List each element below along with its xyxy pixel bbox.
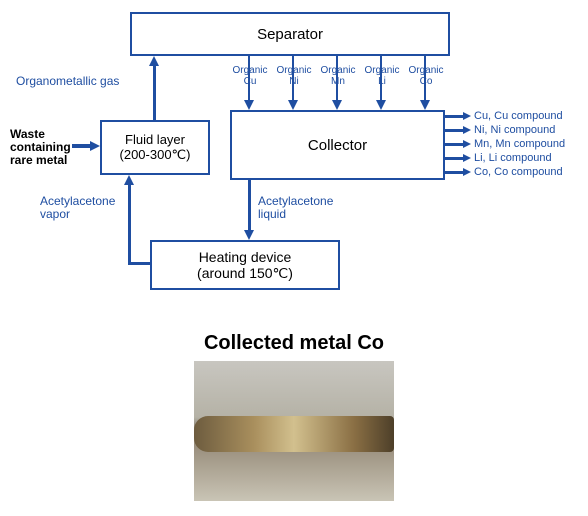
photo-title: Collected metal Co <box>10 332 578 355</box>
collector-output-arrow-line <box>445 129 463 132</box>
separator-output-label: OrganicLi <box>362 66 402 87</box>
separator-output-arrow-line <box>248 56 250 100</box>
separator-output-label: OrganicNi <box>274 66 314 87</box>
waste-l2: containing <box>10 140 71 154</box>
arrow-collector-to-heat-head <box>244 230 254 240</box>
arrow-waste-head <box>90 141 100 151</box>
acac-vapor-label: Acetylacetone vapor <box>40 195 115 221</box>
arrow-heat-to-fluid-h <box>128 262 150 265</box>
collector-box: Collector <box>230 110 445 180</box>
fluid-layer-l1: Fluid layer <box>125 132 185 147</box>
collector-output-label: Ni, Ni compound <box>474 124 555 136</box>
acac-vapor-l1: Acetylacetone <box>40 194 115 208</box>
separator-output-arrow-head <box>376 100 386 110</box>
separator-output-arrow-head <box>420 100 430 110</box>
arrow-heat-to-fluid-v <box>128 185 131 265</box>
arrow-waste-line <box>72 144 90 148</box>
arrow-fluid-to-separator-line <box>153 66 156 120</box>
acac-liquid-label: Acetylacetone liquid <box>258 195 333 221</box>
separator-output-arrow-line <box>292 56 294 100</box>
waste-l1: Waste <box>10 127 45 141</box>
waste-l3: rare metal <box>10 153 67 167</box>
fluid-layer-l2: (200-300℃) <box>120 147 191 163</box>
fluid-layer-box: Fluid layer (200-300℃) <box>100 120 210 175</box>
collected-metal-photo <box>194 361 394 501</box>
collector-title: Collector <box>308 137 367 154</box>
acac-vapor-l2: vapor <box>40 207 70 221</box>
collector-output-arrow-head <box>463 126 471 134</box>
collector-output-label: Mn, Mn compound <box>474 138 565 150</box>
separator-output-arrow-head <box>288 100 298 110</box>
collector-output-arrow-head <box>463 112 471 120</box>
collector-output-arrow-head <box>463 154 471 162</box>
collector-output-label: Co, Co compound <box>474 166 563 178</box>
separator-output-label: OrganicCo <box>406 66 446 87</box>
heating-box: Heating device (around 150℃) <box>150 240 340 290</box>
separator-output-arrow-head <box>332 100 342 110</box>
collector-output-arrow-line <box>445 143 463 146</box>
collector-output-arrow-line <box>445 157 463 160</box>
collector-output-label: Cu, Cu compound <box>474 110 563 122</box>
separator-output-arrow-line <box>336 56 338 100</box>
organometallic-gas-label: Organometallic gas <box>16 75 119 88</box>
acac-liq-l2: liquid <box>258 207 286 221</box>
separator-box: Separator <box>130 12 450 56</box>
collector-output-arrow-head <box>463 140 471 148</box>
heating-l2: (around 150℃) <box>197 265 293 282</box>
separator-title: Separator <box>257 26 323 43</box>
separator-output-label: OrganicCu <box>230 66 270 87</box>
collector-output-arrow-head <box>463 168 471 176</box>
collector-output-arrow-line <box>445 115 463 118</box>
separator-output-arrow-head <box>244 100 254 110</box>
acac-liq-l1: Acetylacetone <box>258 194 333 208</box>
heating-l1: Heating device <box>199 249 292 265</box>
process-flow-diagram: Separator Fluid layer (200-300℃) Collect… <box>10 10 578 320</box>
separator-output-arrow-line <box>380 56 382 100</box>
collector-output-arrow-line <box>445 171 463 174</box>
arrow-collector-to-heat-line <box>248 180 251 230</box>
arrow-heat-to-fluid-head <box>124 175 134 185</box>
photo-section: Collected metal Co <box>10 332 578 506</box>
collector-output-label: Li, Li compound <box>474 152 552 164</box>
arrow-fluid-to-separator-head <box>149 56 159 66</box>
separator-output-arrow-line <box>424 56 426 100</box>
separator-output-label: OrganicMn <box>318 66 358 87</box>
